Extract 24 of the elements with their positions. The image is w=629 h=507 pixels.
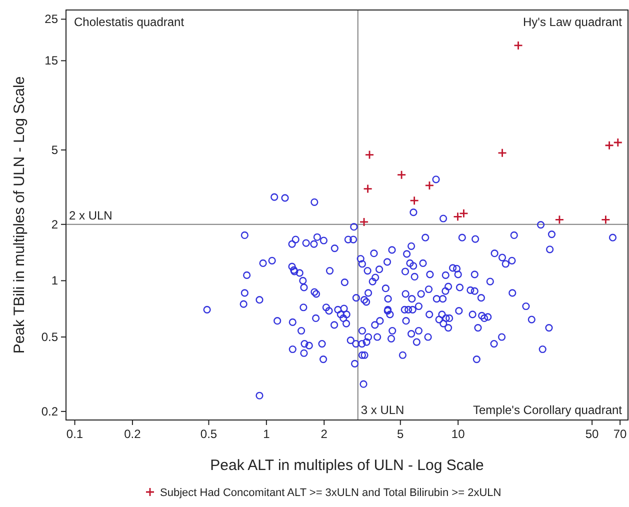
x-axis-title: Peak ALT in multiples of ULN - Log Scale [210, 457, 484, 474]
x-tick-label: 1 [263, 427, 270, 441]
y-tick-label: 2 [51, 217, 58, 232]
y-axis-title: Peak TBili in multiples of ULN - Log Scale [11, 76, 28, 354]
x-tick-label: 50 [585, 427, 600, 441]
x-tick-label: 10 [451, 427, 466, 441]
annotation: Hy's Law quadrant [522, 15, 623, 29]
annotation: Temple's Corollary quadrant [472, 403, 623, 417]
y-tick-label: 25 [44, 12, 58, 26]
x-tick-label: 2 [320, 427, 328, 441]
x-tick-label: 70 [613, 427, 628, 441]
y-tick-label: 5 [51, 142, 58, 157]
y-tick-label: 0.2 [41, 404, 58, 418]
x-tick-label: 0.1 [66, 427, 84, 441]
annotation: Cholestatis quadrant [74, 15, 185, 29]
ref-line-label: 3 x ULN [360, 403, 404, 417]
x-tick-label: 5 [397, 427, 404, 441]
legend-label: Subject Had Concomitant ALT >= 3xULN and Total Bilirubin >= 2xULN [160, 487, 502, 499]
y-tick-label: 15 [44, 54, 58, 68]
y-tick-label: 1 [51, 274, 58, 288]
x-tick-label: 0.5 [200, 427, 218, 441]
y-tick-label: 0.5 [41, 330, 58, 344]
x-tick-label: 0.2 [124, 427, 142, 441]
ref-line-label: 2 x ULN [69, 208, 112, 222]
